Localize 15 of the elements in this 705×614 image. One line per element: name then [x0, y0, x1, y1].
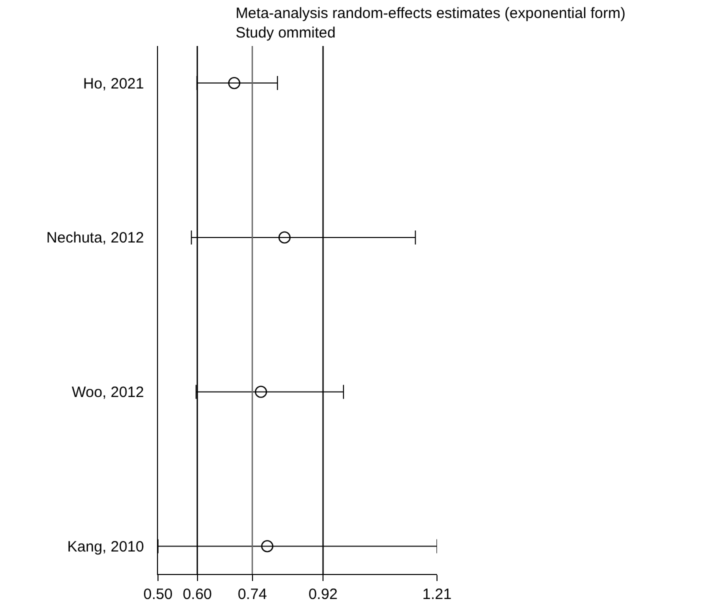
- point: [254, 386, 268, 398]
- x-tick-label: 0.74: [238, 586, 267, 603]
- y-tick-label: Woo, 2012: [72, 384, 144, 402]
- y-tick-label: Ho, 2021: [83, 75, 144, 92]
- x-tick-label: 1.21: [422, 586, 452, 603]
- x-tick-label: 0.92: [308, 586, 338, 603]
- y-tick-label: Nechuta, 2012: [46, 230, 144, 247]
- chart-title: Meta-analysis random-effects estimates (exponential form): [236, 5, 626, 22]
- point: [261, 540, 274, 552]
- x-tick-label: 0.50: [143, 586, 173, 603]
- chart-subtitle: Study ommited: [236, 24, 336, 42]
- y-tick-label: Kang, 2010: [67, 538, 144, 556]
- point: [228, 76, 240, 90]
- x-tick-label: 0.60: [182, 586, 212, 603]
- point: [278, 231, 291, 244]
